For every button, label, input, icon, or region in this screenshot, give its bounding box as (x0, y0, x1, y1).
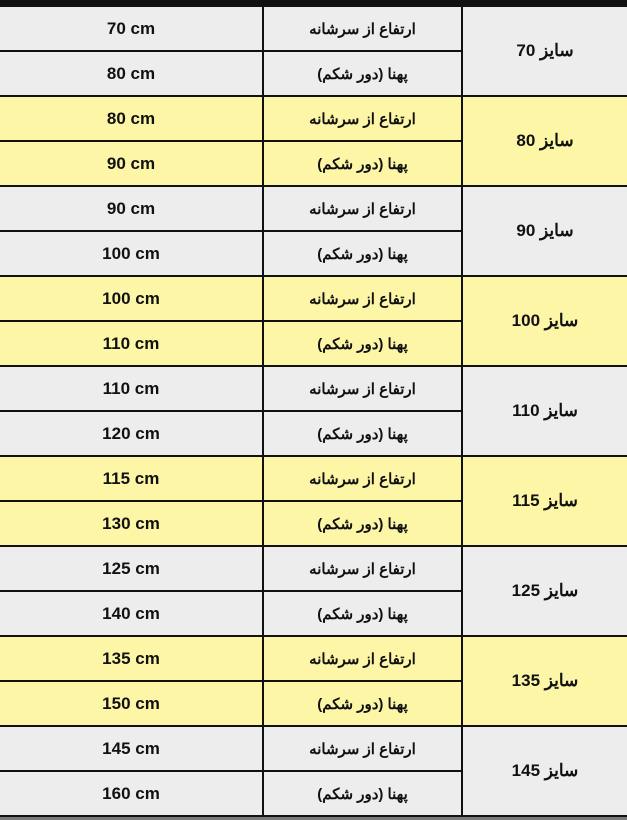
width-value: 130 cm (0, 500, 264, 547)
height-value: 115 cm (0, 455, 264, 502)
height-label: ارتفاع از سرشانه (262, 95, 463, 142)
size-label: سایز 125 (461, 545, 627, 637)
size-label: سایز 110 (461, 365, 627, 457)
width-label: پهنا (دور شکم) (262, 770, 463, 817)
width-label: پهنا (دور شکم) (262, 590, 463, 637)
size-row-height: 115 cm ارتفاع از سرشانه سایز 115 (0, 455, 627, 547)
height-label: ارتفاع از سرشانه (262, 545, 463, 592)
width-value: 110 cm (0, 320, 264, 367)
width-value: 140 cm (0, 590, 264, 637)
height-value: 145 cm (0, 725, 264, 772)
size-row-width: 100 cm پهنا (دور شکم) (0, 230, 627, 277)
size-label: سایز 70 (461, 5, 627, 97)
size-row-height: 125 cm ارتفاع از سرشانه سایز 125 (0, 545, 627, 637)
height-value: 100 cm (0, 275, 264, 322)
size-label: سایز 145 (461, 725, 627, 817)
width-label: پهنا (دور شکم) (262, 230, 463, 277)
height-value: 110 cm (0, 365, 264, 412)
size-row-width: 120 cm پهنا (دور شکم) (0, 410, 627, 457)
width-label: پهنا (دور شکم) (262, 50, 463, 97)
size-row-height: 70 cm ارتفاع از سرشانه سایز 70 (0, 5, 627, 97)
size-row-width: 110 cm پهنا (دور شکم) (0, 320, 627, 367)
size-row-height: 145 cm ارتفاع از سرشانه سایز 145 (0, 725, 627, 817)
size-label: سایز 80 (461, 95, 627, 187)
width-value: 100 cm (0, 230, 264, 277)
width-value: 80 cm (0, 50, 264, 97)
size-label: سایز 100 (461, 275, 627, 367)
size-row-width: 150 cm پهنا (دور شکم) (0, 680, 627, 727)
height-label: ارتفاع از سرشانه (262, 635, 463, 682)
size-row-width: 140 cm پهنا (دور شکم) (0, 590, 627, 637)
size-row-height: 80 cm ارتفاع از سرشانه سایز 80 (0, 95, 627, 187)
size-row-height: 135 cm ارتفاع از سرشانه سایز 135 (0, 635, 627, 727)
top-bar (0, 0, 627, 5)
height-value: 135 cm (0, 635, 264, 682)
height-label: ارتفاع از سرشانه (262, 455, 463, 502)
width-value: 120 cm (0, 410, 264, 457)
width-label: پهنا (دور شکم) (262, 500, 463, 547)
height-label: ارتفاع از سرشانه (262, 5, 463, 52)
width-value: 150 cm (0, 680, 264, 727)
width-label: پهنا (دور شکم) (262, 320, 463, 367)
height-value: 125 cm (0, 545, 264, 592)
height-value: 70 cm (0, 5, 264, 52)
size-table: 70 cm ارتفاع از سرشانه سایز 70 80 cm پهنا… (0, 5, 627, 817)
size-row-height: 100 cm ارتفاع از سرشانه سایز 100 (0, 275, 627, 367)
height-value: 90 cm (0, 185, 264, 232)
size-row-width: 160 cm پهنا (دور شکم) (0, 770, 627, 817)
size-row-height: 110 cm ارتفاع از سرشانه سایز 110 (0, 365, 627, 457)
height-label: ارتفاع از سرشانه (262, 365, 463, 412)
height-label: ارتفاع از سرشانه (262, 275, 463, 322)
size-label: سایز 115 (461, 455, 627, 547)
size-row-width: 80 cm پهنا (دور شکم) (0, 50, 627, 97)
height-value: 80 cm (0, 95, 264, 142)
width-label: پهنا (دور شکم) (262, 410, 463, 457)
height-label: ارتفاع از سرشانه (262, 185, 463, 232)
width-value: 90 cm (0, 140, 264, 187)
width-label: پهنا (دور شکم) (262, 680, 463, 727)
size-label: سایز 135 (461, 635, 627, 727)
width-label: پهنا (دور شکم) (262, 140, 463, 187)
width-value: 160 cm (0, 770, 264, 817)
height-label: ارتفاع از سرشانه (262, 725, 463, 772)
size-row-height: 90 cm ارتفاع از سرشانه سایز 90 (0, 185, 627, 277)
size-row-width: 90 cm پهنا (دور شکم) (0, 140, 627, 187)
size-label: سایز 90 (461, 185, 627, 277)
size-row-width: 130 cm پهنا (دور شکم) (0, 500, 627, 547)
